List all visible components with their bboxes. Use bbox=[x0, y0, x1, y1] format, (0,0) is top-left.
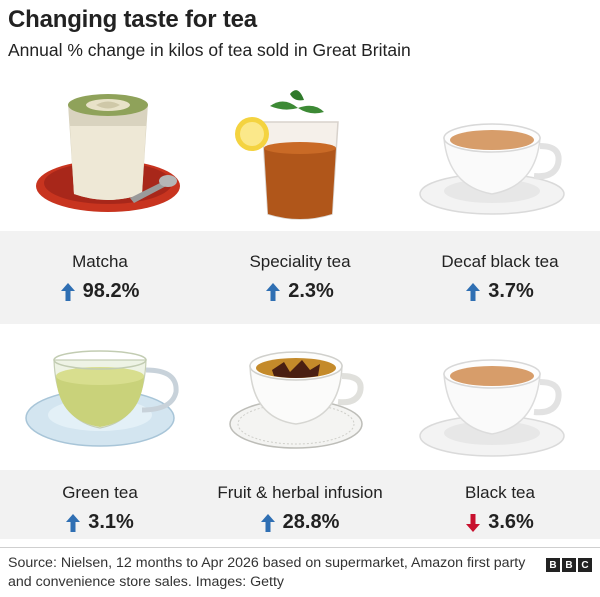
source-note: Source: Nielsen, 12 months to Apr 2026 b… bbox=[8, 555, 526, 590]
arrow-up-icon bbox=[266, 282, 281, 301]
item-label: Decaf black tea bbox=[441, 252, 559, 271]
tea-cup-with-milk-icon bbox=[419, 123, 565, 215]
arrow-up-icon bbox=[260, 513, 275, 532]
item-label: Fruit & herbal infusion bbox=[217, 483, 383, 502]
arrow-down-icon bbox=[466, 513, 481, 532]
glass-tea-cup-icon bbox=[25, 350, 179, 447]
bbc-logo: B B C bbox=[546, 558, 592, 572]
item-label: Green tea bbox=[62, 483, 138, 502]
arrow-up-icon bbox=[66, 513, 81, 532]
item-label: Black tea bbox=[465, 483, 535, 502]
arrow-up-icon bbox=[466, 282, 481, 301]
item-change-value: 3.1% bbox=[88, 511, 134, 533]
item-change: 3.1% bbox=[0, 511, 200, 534]
item-label: Speciality tea bbox=[249, 252, 351, 271]
item-change: 28.8% bbox=[200, 511, 400, 534]
footer: Source: Nielsen, 12 months to Apr 2026 b… bbox=[0, 547, 600, 597]
item-change: 3.6% bbox=[400, 511, 600, 534]
item-change: 2.3% bbox=[200, 280, 400, 303]
item-change-value: 3.7% bbox=[488, 280, 534, 302]
logo-letter: B bbox=[562, 558, 576, 572]
tea-cup-with-milk-icon bbox=[419, 359, 565, 457]
herbal-tea-cup-icon bbox=[229, 351, 364, 449]
item-change: 3.7% bbox=[400, 280, 600, 303]
item-change-value: 3.6% bbox=[488, 511, 534, 533]
iced-tea-glass-icon bbox=[235, 90, 339, 220]
matcha-latte-icon bbox=[36, 94, 180, 212]
item-change-value: 98.2% bbox=[82, 280, 140, 302]
chart-subtitle: Annual % change in kilos of tea sold in … bbox=[8, 40, 411, 60]
item-label: Matcha bbox=[72, 252, 128, 271]
item-change-value: 2.3% bbox=[288, 280, 334, 302]
logo-letter: B bbox=[546, 558, 560, 572]
item-change-value: 28.8% bbox=[282, 511, 340, 533]
arrow-up-icon bbox=[60, 282, 75, 301]
item-change: 98.2% bbox=[0, 280, 200, 303]
logo-letter: C bbox=[578, 558, 592, 572]
chart-title: Changing taste for tea bbox=[8, 6, 257, 33]
